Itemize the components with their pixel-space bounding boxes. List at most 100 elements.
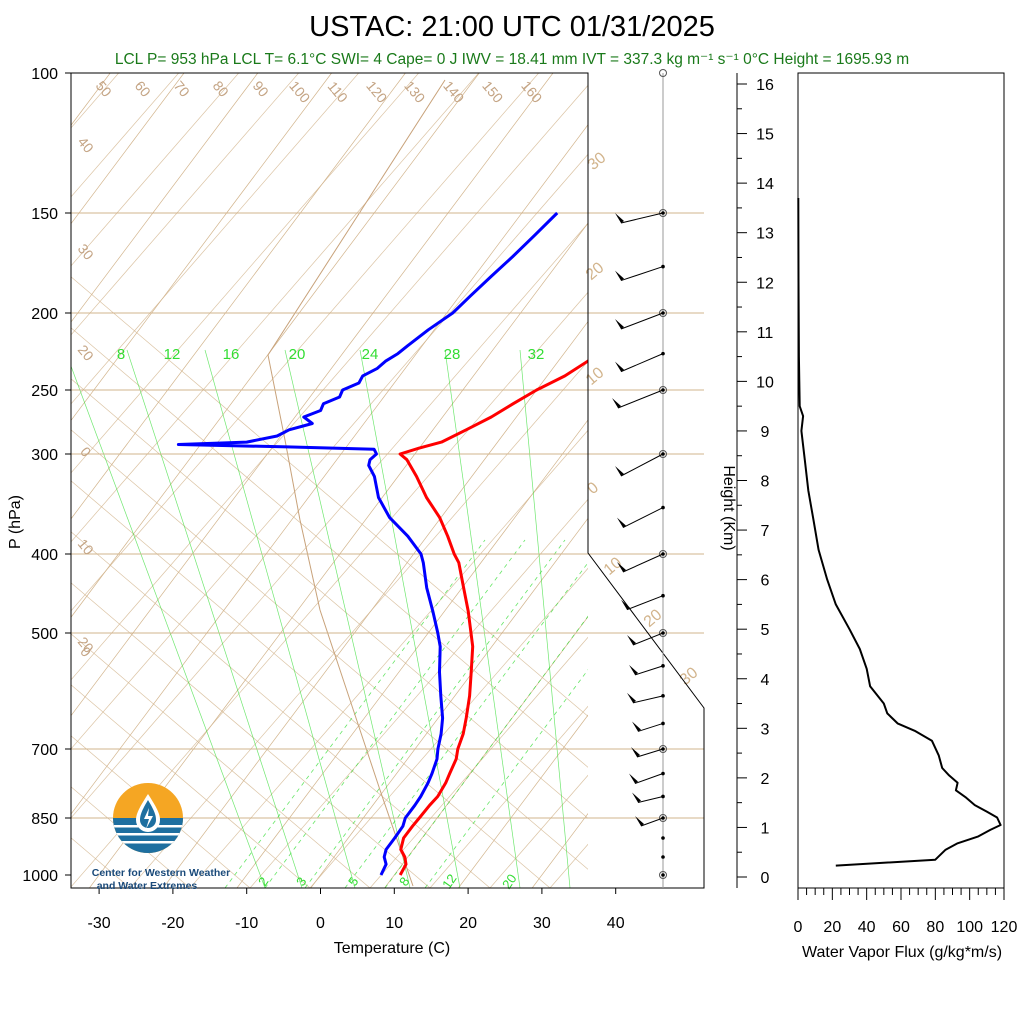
wind-barb-flag	[615, 466, 624, 476]
height-tick-label: 8	[761, 474, 770, 491]
wet-bulb-label: 20	[583, 259, 608, 284]
temperature-tick-label: -20	[161, 915, 184, 932]
moist-adiabat-line	[71, 582, 431, 888]
isotherm-line	[0, 73, 36, 892]
pressure-tick-label: 500	[31, 626, 58, 643]
wind-level-dot	[661, 873, 665, 877]
dry-adiabat-line	[71, 73, 480, 543]
dry-adiabat-line	[189, 429, 588, 888]
pressure-tick-label: 850	[31, 811, 58, 828]
logo-text-line2: and Water Extremes	[97, 880, 198, 892]
wind-barb-shaft	[620, 212, 664, 224]
isotherm-label: 100	[286, 78, 313, 106]
wind-barb-flag	[627, 635, 636, 645]
dry-adiabat-line	[610, 0, 1024, 888]
isotherm-label: 110	[325, 78, 352, 106]
isotherm-line	[162, 320, 588, 888]
wet-bulb-label: 20	[641, 606, 666, 631]
mixing-ratio-label: 3	[293, 874, 309, 889]
mixing-ratio-label: 24	[362, 346, 379, 363]
mixing-ratio-label: 8	[117, 346, 125, 363]
wind-barb-flag	[615, 319, 624, 329]
isotherm-line	[71, 73, 259, 323]
dry-adiabat-line	[71, 73, 300, 336]
mixing-ratio-label: 12	[164, 346, 181, 363]
wind-barb-shaft	[620, 312, 664, 330]
dry-adiabat-label: 30	[75, 241, 97, 263]
height-tick-label: 6	[761, 573, 770, 590]
wind-barb-flag	[615, 213, 624, 223]
flux-tick-label: 20	[823, 919, 841, 936]
wet-bulb-label: 30	[585, 149, 610, 174]
moist-adiabat-line	[71, 735, 251, 888]
height-tick-label: 12	[756, 275, 774, 292]
isotherm-line	[71, 73, 480, 618]
moist-adiabat-line	[71, 429, 588, 870]
mixing-ratio-line	[126, 349, 303, 888]
flux-tick-label: 40	[858, 919, 876, 936]
mixing-ratio-label: 2	[255, 874, 271, 889]
wind-barb-shaft	[617, 389, 664, 409]
dry-adiabat-line	[71, 153, 588, 750]
water-vapor-flux-line	[797, 197, 1002, 867]
wind-barb-shaft	[632, 695, 664, 704]
mixing-ratio-line	[519, 349, 571, 888]
isotherm-line	[750, 73, 1024, 892]
wind-barb-flag	[617, 562, 626, 572]
isobar-lines	[71, 212, 704, 819]
mixing-ratio-label: 20	[289, 346, 306, 363]
wind-level-marker	[659, 69, 667, 77]
wind-level-marker	[659, 550, 667, 558]
pressure-tick-label: 300	[31, 447, 58, 464]
skewt-frame	[70, 72, 705, 889]
saturated-adiabat-line	[384, 615, 588, 888]
skewt-background-lines	[0, 0, 1024, 892]
temperature-tick-label: -30	[88, 915, 111, 932]
wind-barb-shaft	[626, 595, 664, 611]
wind-barb-shaft	[620, 266, 664, 282]
dry-adiabat-line	[549, 843, 588, 888]
isotherm-line	[310, 517, 588, 888]
moist-adiabat-line	[71, 276, 588, 717]
isotherm-label: 120	[363, 78, 390, 106]
height-tick-label: 2	[761, 771, 770, 788]
wind-level-marker	[659, 386, 667, 394]
wind-barb-flag	[621, 599, 630, 610]
wind-barb-shaft	[622, 507, 664, 529]
sounding-profiles	[176, 211, 588, 876]
temperature-tick-label: 20	[459, 915, 477, 932]
dry-adiabat-line	[71, 73, 540, 612]
height-tick-label: 16	[756, 77, 774, 94]
dry-adiabat-line	[309, 567, 588, 888]
dry-adiabat-line	[71, 222, 588, 819]
isotherm-line	[88, 222, 588, 888]
pressure-tick-label: 700	[31, 742, 58, 759]
wind-barb-flag	[617, 517, 626, 528]
flux-tick-label: 0	[794, 919, 803, 936]
dry-adiabat-line	[429, 705, 588, 888]
isotherm-line	[71, 124, 588, 815]
isotherm-line	[531, 812, 588, 888]
dry-adiabat-line	[71, 73, 360, 405]
flux-tick-label: 80	[926, 919, 944, 936]
wind-barb-shaft	[636, 748, 664, 758]
flux-tick-label: 60	[892, 919, 910, 936]
wind-barb-flag	[629, 773, 638, 784]
mixing-ratio-line	[444, 349, 521, 888]
cw3e-logo	[113, 783, 183, 853]
background-line-labels: 50 60 70 80 90 100 110 120 130 140 150 160403020001…	[75, 78, 702, 892]
wind-level-dot	[661, 836, 665, 840]
moist-adiabat-line	[71, 633, 371, 888]
logo-text-line1: Center for Western Weather	[92, 867, 230, 879]
dry-adiabat-label: 10	[75, 536, 97, 558]
wind-level-marker	[659, 871, 667, 879]
water-vapor-flux-profile	[797, 197, 1002, 867]
dry-adiabat-label: 0	[77, 444, 94, 460]
chart-title: USTAC: 21:00 UTC 01/31/2025	[309, 11, 715, 43]
dry-adiabat-line	[730, 0, 1024, 888]
isotherm-line	[71, 73, 332, 422]
flux-panel-frame	[797, 72, 1005, 889]
wind-barb-flag	[632, 721, 641, 732]
wind-barb-shaft	[632, 632, 664, 646]
